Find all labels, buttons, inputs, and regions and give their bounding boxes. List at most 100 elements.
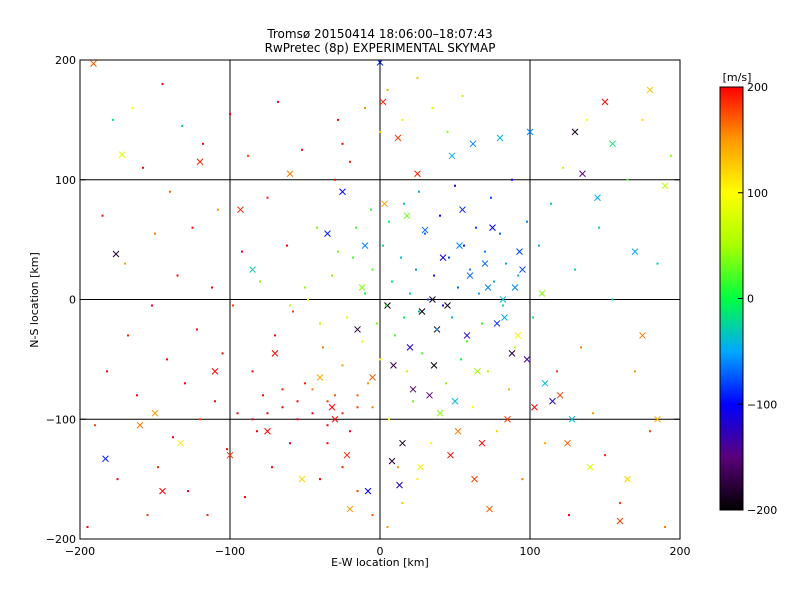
data-point-dot — [499, 232, 501, 235]
data-point-x — [237, 206, 244, 214]
data-point-dot — [463, 244, 465, 247]
data-point-dot — [86, 526, 89, 529]
data-point-dot — [403, 316, 405, 319]
data-point-dot — [307, 298, 309, 301]
data-point-dot — [311, 412, 314, 415]
data-point-x — [354, 326, 361, 333]
data-point-x — [601, 98, 609, 106]
data-point-dot — [326, 442, 329, 445]
data-point-x — [211, 367, 219, 375]
data-point-dot — [316, 226, 318, 229]
data-point-dot — [367, 382, 369, 385]
data-point-dot — [598, 226, 600, 229]
data-point-dot — [286, 244, 288, 247]
data-point-dot — [391, 280, 393, 283]
data-point-dot — [386, 88, 389, 91]
data-point-x — [661, 182, 669, 190]
data-point-dot — [472, 406, 474, 409]
y-tick-label: 100 — [55, 174, 76, 187]
data-point-dot — [424, 232, 426, 235]
data-point-dot — [341, 412, 344, 415]
colorbar-tick-label: 100 — [747, 187, 768, 200]
data-point-x — [369, 373, 376, 381]
data-point-dot — [664, 526, 666, 529]
data-point-x — [324, 230, 331, 237]
data-point-x — [493, 320, 501, 327]
data-point-dot — [94, 424, 96, 427]
data-point-dot — [356, 490, 359, 493]
data-point-dot — [403, 202, 405, 205]
x-tick-label: 200 — [670, 545, 691, 558]
data-point-dot — [356, 394, 359, 397]
data-point-dot — [157, 466, 159, 469]
data-point-x — [399, 439, 406, 447]
data-point-x — [271, 350, 279, 357]
y-axis-ticks: −200 −100 0 100 200 — [46, 54, 680, 546]
data-point-dot — [296, 418, 299, 421]
data-point-dot — [466, 340, 468, 343]
colorbar-label: [m/s] — [723, 71, 752, 84]
data-point-dot — [431, 106, 434, 109]
data-point-dot — [172, 436, 174, 439]
data-point-x — [447, 451, 454, 459]
data-point-x — [136, 421, 144, 429]
data-point-x — [426, 391, 433, 399]
data-point-x — [364, 487, 372, 495]
data-point-x — [508, 350, 516, 357]
data-point-x — [417, 463, 424, 471]
data-point-x — [489, 224, 496, 232]
data-point-x — [486, 505, 493, 513]
data-point-dot — [641, 118, 644, 121]
data-point-x — [346, 505, 354, 513]
data-point-dot — [289, 304, 291, 307]
data-point-x — [504, 415, 511, 423]
data-point-dot — [304, 286, 306, 289]
data-point-x — [571, 128, 579, 136]
data-point-x — [639, 332, 646, 339]
data-point-dot — [421, 352, 423, 355]
data-point-x — [384, 302, 391, 309]
data-point-dot — [364, 106, 366, 109]
data-point-dot — [187, 490, 189, 493]
data-point-x — [499, 296, 507, 303]
data-point-dot — [136, 394, 138, 397]
data-point-dot — [361, 340, 363, 343]
data-point-dot — [442, 304, 444, 307]
data-point-dot — [341, 364, 344, 367]
data-point-x — [631, 248, 639, 255]
data-point-x — [264, 427, 271, 435]
x-axis-label: E-W location [km] — [331, 556, 429, 569]
data-point-dot — [556, 370, 558, 373]
data-point-dot — [251, 370, 254, 373]
data-point-dot — [101, 214, 104, 217]
data-point-dot — [526, 220, 528, 223]
data-point-dot — [251, 418, 254, 421]
data-point-dot — [469, 268, 471, 271]
data-point-dot — [169, 190, 171, 193]
data-point-x — [471, 475, 478, 483]
data-point-x — [624, 475, 631, 483]
data-point-dot — [401, 118, 404, 121]
chart-title: Tromsø 20150414 18:06:00–18:07:43 — [266, 27, 492, 41]
data-point-dot — [626, 178, 629, 181]
data-point-x — [501, 314, 508, 321]
data-point-dot — [292, 310, 294, 313]
data-point-x — [609, 140, 616, 148]
data-point-dot — [484, 250, 486, 253]
data-point-dot — [538, 244, 540, 247]
data-point-dot — [256, 430, 258, 433]
data-point-x — [90, 60, 97, 67]
data-point-x — [409, 385, 417, 393]
data-point-x — [474, 367, 481, 375]
data-point-dot — [262, 394, 264, 397]
data-point-x — [436, 409, 444, 417]
data-point-dot — [259, 280, 261, 283]
data-point-dot — [656, 262, 659, 265]
data-point-dot — [266, 196, 269, 199]
data-point-dot — [611, 298, 614, 301]
data-point-x — [556, 391, 564, 399]
data-point-x — [654, 415, 661, 423]
data-point-dot — [202, 142, 204, 145]
data-point-dot — [514, 346, 516, 349]
data-point-x — [463, 332, 471, 339]
